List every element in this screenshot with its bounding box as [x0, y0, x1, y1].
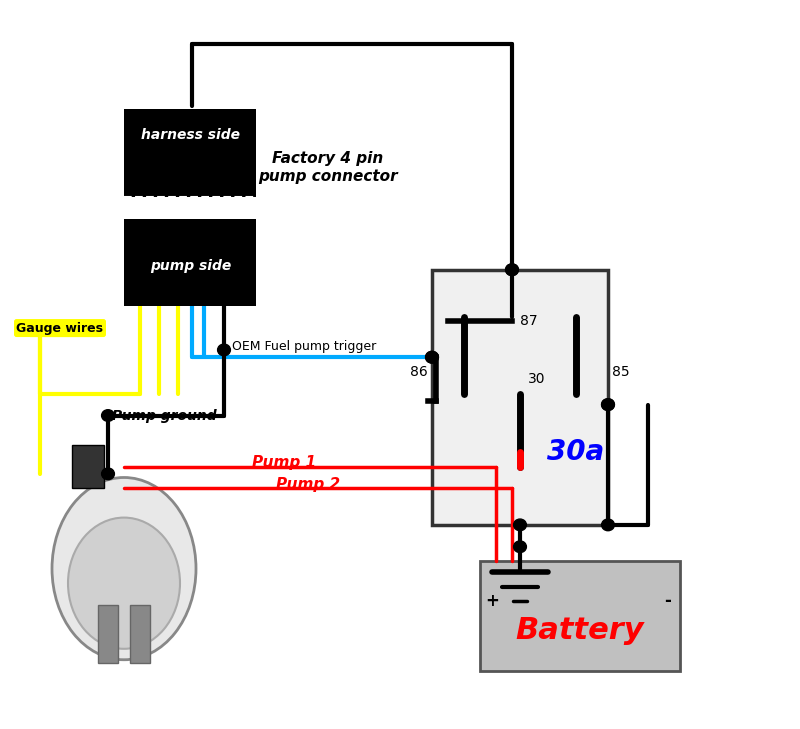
Circle shape: [602, 399, 614, 410]
Bar: [130, 605, 150, 663]
Circle shape: [426, 351, 438, 363]
Bar: [98, 605, 118, 663]
Circle shape: [514, 541, 526, 553]
Text: pump side: pump side: [150, 259, 231, 273]
Ellipse shape: [52, 477, 196, 660]
Text: 87: 87: [520, 313, 538, 328]
Text: 30a: 30a: [547, 438, 605, 466]
Text: 86: 86: [410, 364, 428, 379]
Bar: [432, 270, 608, 525]
Text: -: -: [665, 593, 671, 610]
Ellipse shape: [68, 518, 180, 649]
Circle shape: [602, 519, 614, 531]
Circle shape: [506, 264, 518, 276]
Bar: [124, 109, 256, 197]
Circle shape: [602, 399, 614, 410]
Bar: [124, 219, 256, 306]
Text: harness side: harness side: [141, 128, 240, 142]
Bar: [72, 445, 104, 488]
Circle shape: [218, 344, 230, 356]
Text: Pump 1: Pump 1: [252, 456, 316, 470]
Circle shape: [102, 468, 114, 480]
Text: Factory 4 pin
pump connector: Factory 4 pin pump connector: [258, 152, 398, 184]
Text: +: +: [485, 593, 499, 610]
Circle shape: [514, 519, 526, 531]
Circle shape: [506, 264, 518, 276]
Text: 30: 30: [528, 373, 546, 386]
Circle shape: [426, 351, 438, 363]
Text: Pump 2: Pump 2: [276, 477, 340, 492]
Bar: [480, 561, 680, 671]
Text: 85: 85: [612, 364, 630, 379]
Text: Battery: Battery: [516, 616, 644, 645]
Text: Gauge wires: Gauge wires: [17, 321, 103, 335]
Text: Pump ground: Pump ground: [112, 408, 217, 423]
Circle shape: [102, 410, 114, 421]
Text: OEM Fuel pump trigger: OEM Fuel pump trigger: [232, 340, 376, 353]
